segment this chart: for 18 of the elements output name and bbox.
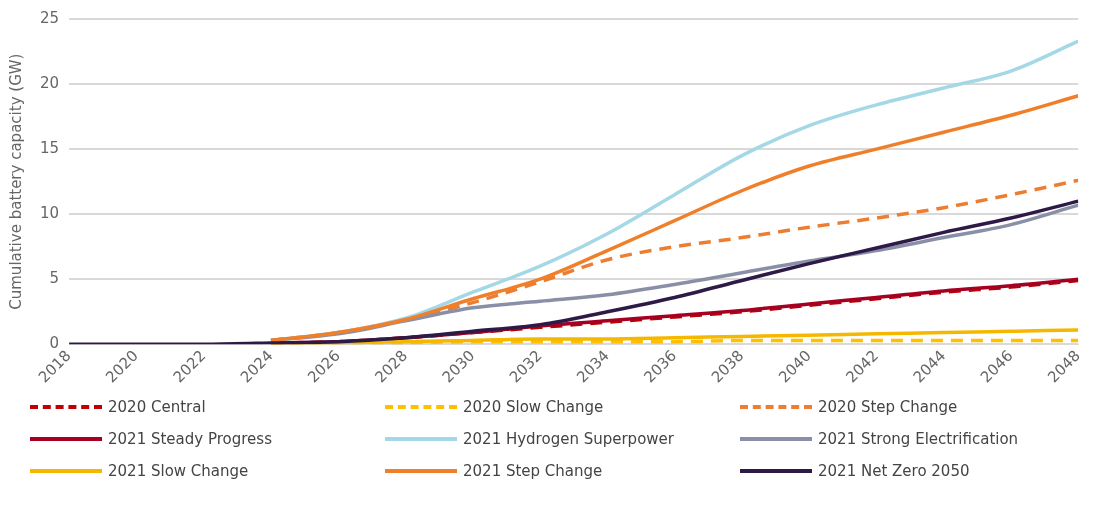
legend-label: 2020 Central bbox=[108, 398, 206, 416]
legend-label: 2020 Step Change bbox=[818, 398, 958, 416]
y-tick-label: 5 bbox=[49, 269, 60, 288]
legend-label: 2020 Slow Change bbox=[463, 398, 604, 416]
legend-label: 2021 Slow Change bbox=[108, 462, 249, 480]
legend-label: 2021 Steady Progress bbox=[108, 430, 272, 448]
y-tick-label: 0 bbox=[49, 334, 60, 353]
y-tick-label: 15 bbox=[39, 139, 60, 157]
legend-label: 2021 Net Zero 2050 bbox=[818, 462, 970, 480]
y-tick-label: 10 bbox=[39, 204, 60, 223]
line-series bbox=[69, 199, 1079, 345]
legend-label: 2021 Hydrogen Superpower bbox=[463, 430, 674, 448]
y-tick-label: 20 bbox=[39, 73, 60, 92]
line-series bbox=[269, 94, 1079, 343]
y-axis-title: Cumulative battery capacity (GW) bbox=[6, 53, 25, 310]
y-tick-label: 25 bbox=[39, 8, 60, 27]
legend-label: 2021 Step Change bbox=[463, 462, 603, 480]
legend-label: 2021 Strong Electrification bbox=[818, 430, 1019, 448]
